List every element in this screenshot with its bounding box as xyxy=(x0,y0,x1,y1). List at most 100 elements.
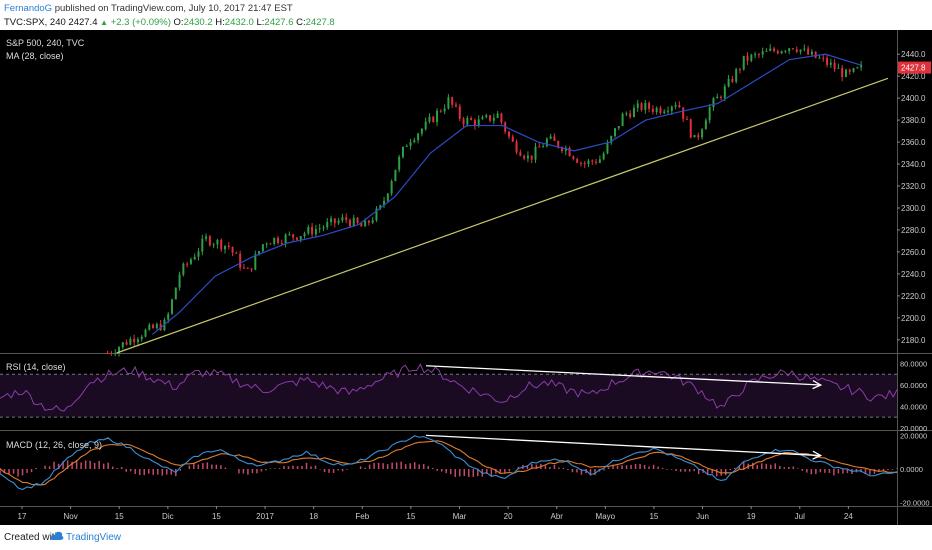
tradingview-link[interactable]: TradingView xyxy=(66,532,122,543)
candle-body xyxy=(167,313,170,320)
chart-area[interactable]: 2180.0 2200.0 2220.0 2240.0 2260.0 2280.0 2300… xyxy=(0,30,932,525)
candle-body xyxy=(519,152,522,156)
candle-body xyxy=(197,251,200,257)
candle-body xyxy=(337,220,340,224)
candle-body xyxy=(500,113,503,123)
candle-body xyxy=(106,353,109,354)
candle-body xyxy=(390,181,393,194)
candle-body xyxy=(189,259,192,264)
candle-body xyxy=(224,245,227,250)
candle-body xyxy=(625,113,628,115)
price-tick-label: 2440.0 xyxy=(901,50,926,59)
candle-body xyxy=(655,107,658,112)
candle-body xyxy=(133,338,136,343)
candle-body xyxy=(125,342,128,345)
candle-body xyxy=(473,120,476,126)
candle-body xyxy=(576,159,579,163)
candle-body xyxy=(152,324,155,329)
candle-body xyxy=(212,244,215,246)
publish-info: FernandoG published on TradingView.com, … xyxy=(4,3,293,14)
candle-body xyxy=(617,126,620,129)
candle-body xyxy=(632,107,635,118)
macd-divergence-arrow-head xyxy=(812,450,823,460)
candle-body xyxy=(765,50,768,52)
candle-body xyxy=(201,238,204,252)
candle-body xyxy=(254,254,257,270)
candle-body xyxy=(602,153,605,160)
candle-body xyxy=(810,51,813,55)
last-price-tag-label: 2427.8 xyxy=(901,64,926,73)
candle-body xyxy=(186,263,189,265)
candle-body xyxy=(295,237,298,240)
candle-body xyxy=(417,133,420,141)
time-tick-label: Dic xyxy=(162,512,174,521)
candle-body xyxy=(667,110,670,112)
candle-body xyxy=(171,299,174,314)
candle-body xyxy=(216,239,219,245)
candle-body xyxy=(674,104,677,107)
candle-body xyxy=(860,64,863,68)
price-tick-label: 2400.0 xyxy=(901,94,926,103)
candle-body xyxy=(322,227,325,229)
candle-body xyxy=(345,217,348,220)
candle-body xyxy=(352,217,355,227)
candle-body xyxy=(757,54,760,56)
candle-body xyxy=(731,78,734,82)
candle-body xyxy=(333,218,336,224)
main-legend: S&P 500, 240, TVC xyxy=(6,38,85,48)
price-tick-label: 2300.0 xyxy=(901,204,926,213)
last-price-tag xyxy=(898,61,931,74)
low-value: 2427.6 xyxy=(264,17,294,28)
candle-body xyxy=(511,136,514,142)
candle-body xyxy=(489,115,492,121)
candle-body xyxy=(538,146,541,148)
publish-text: published on TradingView.com, July 10, 2… xyxy=(54,3,293,14)
candle-body xyxy=(557,140,560,148)
time-tick-label: Mayo xyxy=(596,512,616,521)
candle-body xyxy=(644,102,647,110)
macd-tick-label: 0.0000 xyxy=(900,465,923,474)
candle-body xyxy=(526,155,529,159)
candle-body xyxy=(844,69,847,78)
candle-body xyxy=(280,242,283,244)
price-tick-label: 2220.0 xyxy=(901,292,926,301)
candle-body xyxy=(492,117,495,121)
candle-body xyxy=(651,108,654,112)
macd-tick-label: -20.0000 xyxy=(900,499,930,508)
candle-body xyxy=(534,146,537,160)
candle-body xyxy=(727,78,730,87)
candle-body xyxy=(155,324,158,329)
up-arrow-icon: ▲ xyxy=(100,18,109,27)
candle-body xyxy=(193,256,196,260)
candle-body xyxy=(424,121,427,129)
candle-body xyxy=(697,135,700,138)
candle-body xyxy=(776,50,779,54)
candle-body xyxy=(246,267,249,269)
quote-line: TVC:SPX, 240 2427.4 ▲ +2.3 (+0.09%) O:24… xyxy=(4,17,335,28)
candle-body xyxy=(704,120,707,130)
candle-body xyxy=(311,226,314,235)
time-tick-label: 15 xyxy=(649,512,658,521)
candle-body xyxy=(549,136,552,139)
created-with: Created with xyxy=(4,532,61,543)
chart-canvas[interactable]: 2180.0 2200.0 2220.0 2240.0 2260.0 2280.0 2300… xyxy=(0,30,932,525)
candle-body xyxy=(367,220,370,223)
price-tick-label: 2340.0 xyxy=(901,160,926,169)
candle-body xyxy=(288,234,291,236)
time-tick-label: Nov xyxy=(63,512,77,521)
macd-divergence-arrow xyxy=(426,434,821,457)
candle-body xyxy=(174,287,177,300)
candle-body xyxy=(451,97,454,105)
candle-body xyxy=(833,62,836,69)
author-link[interactable]: FernandoG xyxy=(4,3,53,14)
candle-body xyxy=(231,247,234,253)
candle-body xyxy=(761,51,764,55)
candle-body xyxy=(265,243,268,245)
price-tick-label: 2240.0 xyxy=(901,270,926,279)
candle-body xyxy=(670,106,673,111)
candle-body xyxy=(701,129,704,138)
candle-body xyxy=(795,49,798,52)
candle-body xyxy=(606,142,609,154)
candle-body xyxy=(341,217,344,221)
candle-body xyxy=(242,267,245,269)
